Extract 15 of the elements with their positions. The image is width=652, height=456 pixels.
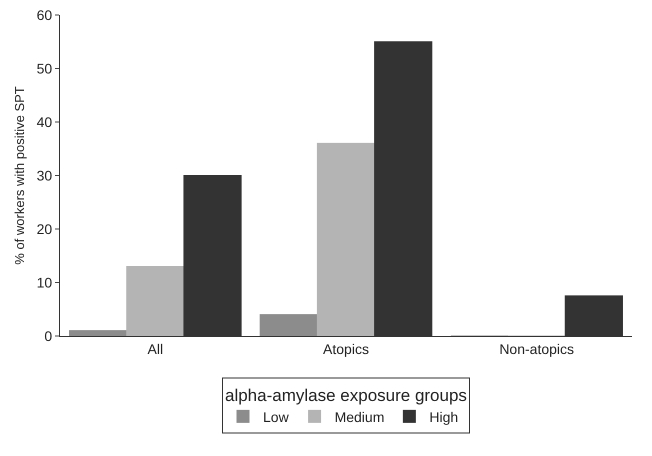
y-axis-title: % of workers with positive SPT xyxy=(12,86,27,265)
y-tick-label: 60 xyxy=(36,6,52,23)
y-tick-label: 50 xyxy=(36,60,52,76)
legend-label: Low xyxy=(263,408,290,425)
x-tick-label: Non-atopics xyxy=(499,340,574,357)
y-tick-label: 30 xyxy=(36,167,52,184)
y-tick-label: 20 xyxy=(36,220,52,237)
legend-title: alpha-amylase exposure groups xyxy=(225,386,467,405)
y-tick-label: 10 xyxy=(36,274,52,290)
legend-label: High xyxy=(429,408,458,425)
x-tick-label: All xyxy=(148,340,164,357)
legend-label: Medium xyxy=(334,408,384,425)
y-tick-label: 40 xyxy=(36,114,52,130)
y-tick-label: 0 xyxy=(44,328,52,344)
x-tick-label: Atopics xyxy=(323,340,369,357)
